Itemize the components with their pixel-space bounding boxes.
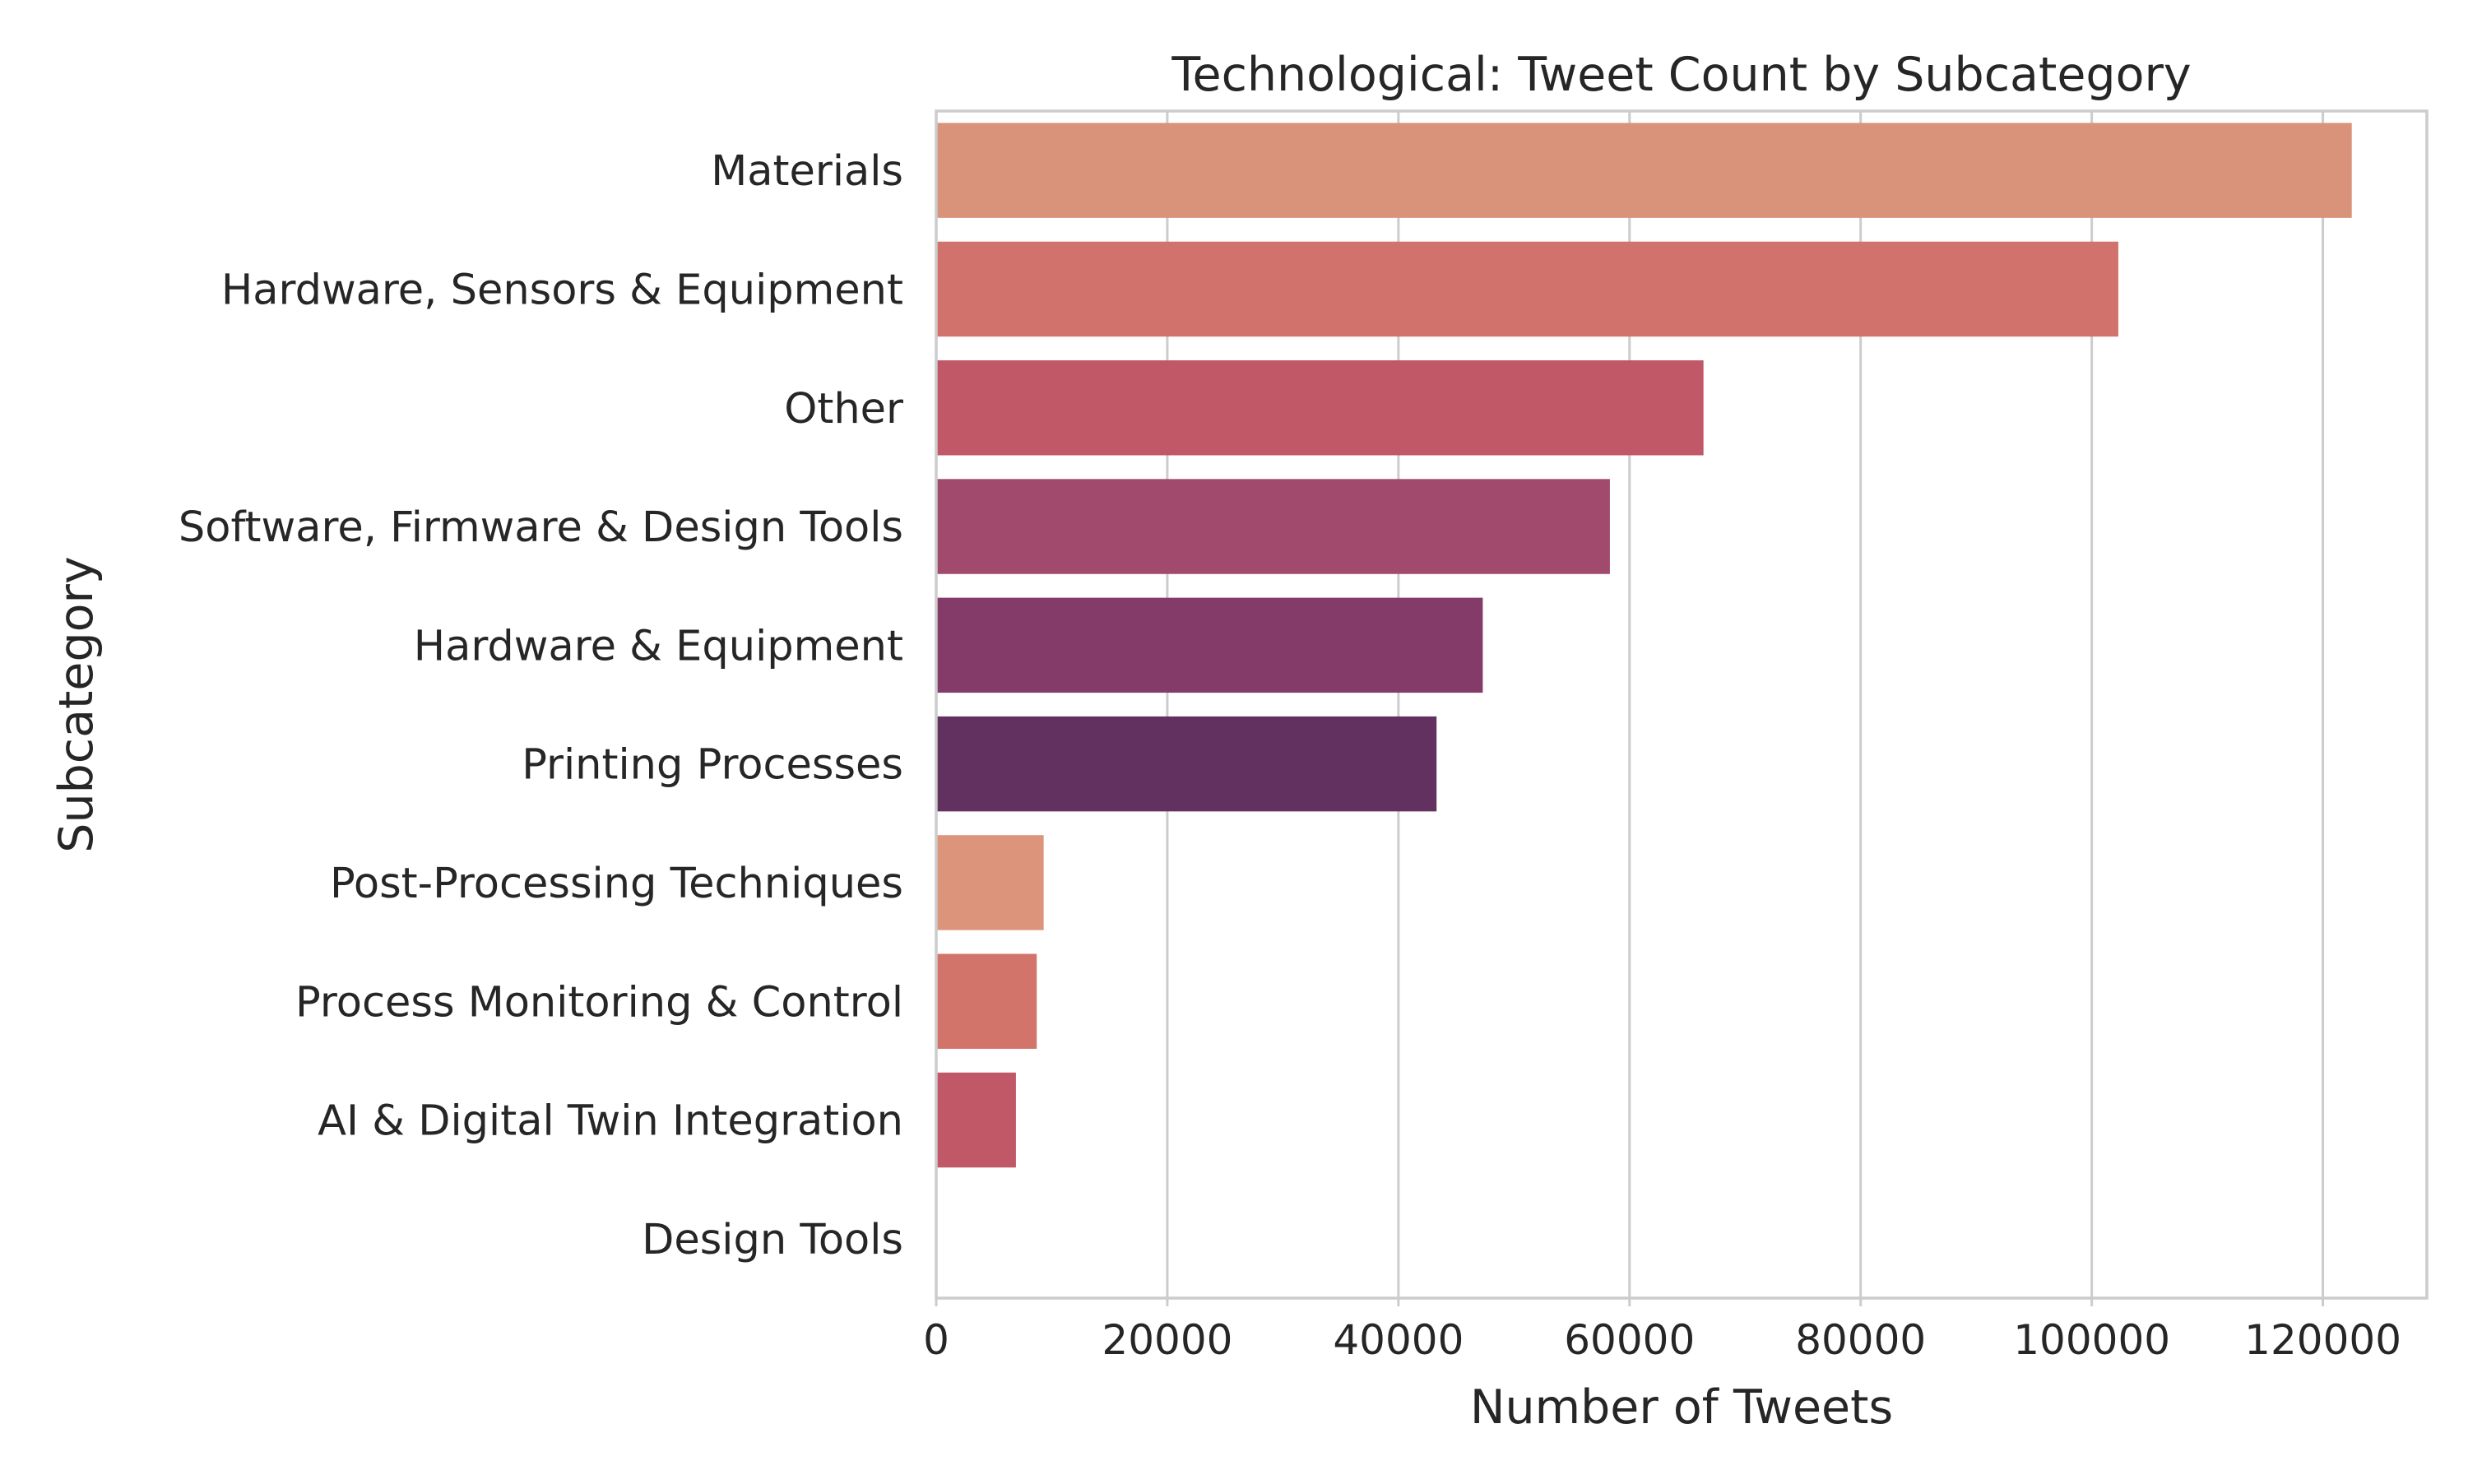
x-tick-label: 20000 (1102, 1316, 1232, 1364)
x-tick-label: 100000 (2013, 1316, 2170, 1364)
bar-ai-digital-twin-integration (936, 1072, 1016, 1168)
plot-frame (935, 109, 2429, 1300)
x-axis-title: Number of Tweets (1470, 1380, 1893, 1435)
y-category-label: AI & Digital Twin Integration (318, 1097, 903, 1146)
y-category-label: Process Monitoring & Control (295, 978, 903, 1027)
y-category-label: Printing Processes (522, 741, 903, 790)
y-axis-title: Subcategory (49, 556, 104, 852)
y-category-label: Software, Firmware & Design Tools (179, 503, 903, 552)
x-axis-ticks: 0 20000 40000 60000 80000 100000 120000 (923, 1298, 2401, 1364)
x-tick-label: 120000 (2244, 1316, 2401, 1364)
y-axis-categories: Materials Hardware, Sensors & Equipment Ot… (179, 147, 903, 1264)
y-category-label: Post-Processing Techniques (330, 860, 903, 908)
y-category-label: Other (784, 385, 903, 434)
bar-post-processing-techniques (936, 835, 1044, 930)
y-category-label: Design Tools (642, 1216, 903, 1264)
chart-title: Technological: Tweet Count by Subcategor… (1171, 48, 2191, 102)
bar-software-firmware-design-tools (936, 479, 1610, 574)
bar-other (936, 360, 1704, 456)
y-category-label: Hardware & Equipment (414, 622, 903, 670)
bar-printing-processes (936, 716, 1437, 812)
x-tick-label: 40000 (1333, 1316, 1464, 1364)
bar-materials (936, 123, 2352, 218)
x-tick-label: 80000 (1795, 1316, 1926, 1364)
bar-process-monitoring-control (936, 953, 1037, 1049)
bars (936, 123, 2352, 1168)
bar-hardware-sensors-equipment (936, 241, 2118, 337)
x-tick-label: 60000 (1564, 1316, 1695, 1364)
bar-hardware-equipment (936, 597, 1483, 693)
y-category-label: Hardware, Sensors & Equipment (221, 266, 903, 314)
y-category-label: Materials (711, 147, 903, 196)
x-tick-label: 0 (923, 1316, 949, 1364)
